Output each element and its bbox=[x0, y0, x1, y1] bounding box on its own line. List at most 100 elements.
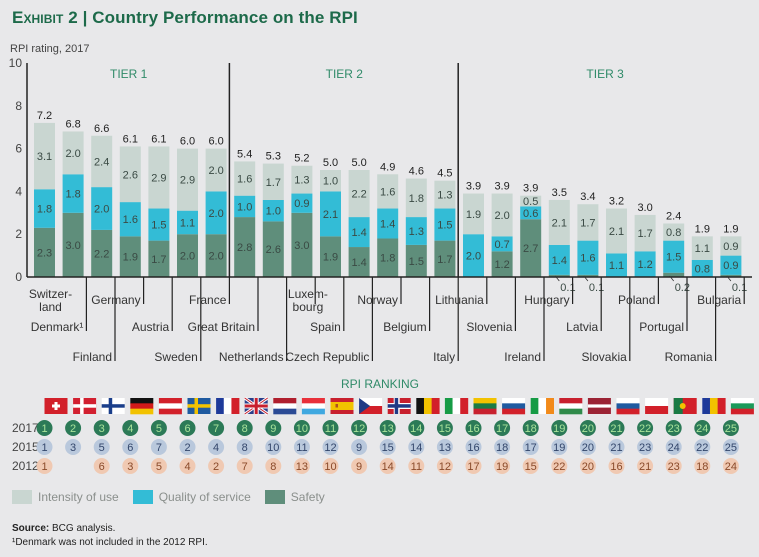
rank-value: 15 bbox=[525, 461, 537, 473]
flag-ch-icon bbox=[44, 398, 68, 414]
rank-badge-2017 bbox=[665, 420, 682, 436]
country-label: Germany bbox=[91, 293, 140, 307]
bar-segment-safety bbox=[34, 227, 55, 277]
rank-value: 15 bbox=[382, 442, 394, 454]
rank-value: 6 bbox=[184, 423, 190, 435]
bar-total-label: 6.1 bbox=[151, 133, 166, 145]
rank-badge-2015 bbox=[122, 439, 139, 455]
rank-badge-2015 bbox=[293, 439, 310, 455]
bar-segment-intensity bbox=[348, 170, 370, 218]
segment-value-label: 2.6 bbox=[123, 169, 138, 181]
flag-part bbox=[244, 404, 268, 408]
country-label: Slovenia bbox=[466, 320, 512, 334]
ranking-year-label: 2012 bbox=[12, 459, 39, 473]
segment-value-label: 1.1 bbox=[180, 217, 195, 229]
rank-badge-2017 bbox=[579, 420, 596, 436]
flag-hu-icon bbox=[559, 398, 583, 415]
rank-badge-2012 bbox=[93, 458, 110, 474]
bar-total-label: 3.9 bbox=[466, 181, 481, 193]
flag-part bbox=[423, 398, 432, 414]
bar-segment-quality bbox=[291, 193, 313, 213]
rank-badge-2015 bbox=[208, 439, 225, 455]
title-text: Country Performance on the RPI bbox=[92, 8, 358, 27]
rank-badge-2012 bbox=[379, 458, 396, 474]
rank-badge-2012 bbox=[608, 458, 625, 474]
rank-value: 13 bbox=[296, 461, 308, 473]
rank-value: 11 bbox=[296, 442, 307, 454]
rank-value: 19 bbox=[496, 461, 508, 473]
rank-badge-2012 bbox=[179, 458, 196, 474]
flag-part bbox=[101, 404, 125, 408]
flag-part bbox=[709, 398, 718, 414]
bar-segment-quality bbox=[119, 202, 141, 237]
bar-segment-intensity bbox=[291, 165, 313, 194]
segment-value-label: 1.4 bbox=[552, 255, 567, 267]
rank-badge-2012 bbox=[265, 458, 282, 474]
flag-part bbox=[717, 398, 726, 414]
rank-badge-2012 bbox=[551, 458, 568, 474]
rank-badge-2015 bbox=[93, 439, 110, 455]
country-label: Luxem- bbox=[288, 287, 328, 301]
country-label: Austria bbox=[132, 320, 170, 334]
segment-value-label: 0.9 bbox=[723, 260, 738, 272]
bar-total-label: 3.9 bbox=[494, 181, 509, 193]
rank-badge-2017 bbox=[494, 420, 511, 436]
bar-segment-safety bbox=[234, 217, 256, 277]
flag-pt-icon bbox=[673, 398, 697, 414]
country-label: Romania bbox=[665, 350, 713, 364]
rank-value: 21 bbox=[610, 442, 622, 454]
flag-part bbox=[359, 406, 383, 414]
segment-value-label: 1.4 bbox=[351, 257, 366, 269]
bar-segment-safety bbox=[720, 274, 742, 277]
segment-value-label: 2.3 bbox=[37, 247, 52, 259]
rank-value: 11 bbox=[411, 461, 422, 473]
rank-value: 22 bbox=[639, 423, 651, 435]
bar-total-label: 3.0 bbox=[637, 202, 652, 214]
legend-swatch-intensity bbox=[12, 490, 32, 504]
flag-lt-icon bbox=[473, 398, 497, 415]
exhibit-title: Exhibit 2 | Country Performance on the R… bbox=[12, 8, 358, 28]
rank-badge-2017 bbox=[122, 420, 139, 436]
segment-value-label: 1.4 bbox=[351, 227, 366, 239]
flag-part bbox=[158, 403, 182, 409]
country-label: bourg bbox=[293, 300, 324, 314]
rank-badge-2012 bbox=[722, 458, 739, 474]
callout-label: 0.2 bbox=[675, 282, 690, 294]
rank-value: 7 bbox=[213, 423, 219, 435]
bar-segment-safety bbox=[577, 274, 599, 277]
flag-part bbox=[502, 403, 526, 409]
rank-badge-2012 bbox=[665, 458, 682, 474]
bar-total-label: 5.4 bbox=[237, 148, 252, 160]
segment-value-label: 0.8 bbox=[666, 227, 681, 239]
segment-value-label: 3.0 bbox=[294, 240, 309, 252]
rank-value: 4 bbox=[184, 461, 190, 473]
flag-part bbox=[673, 398, 683, 414]
y-tick-label: 10 bbox=[9, 56, 23, 70]
rank-badge-2017 bbox=[236, 420, 253, 436]
rank-badge-2015 bbox=[465, 439, 482, 455]
bar-total-label: 3.9 bbox=[523, 183, 538, 195]
rank-value: 2 bbox=[213, 461, 219, 473]
rank-badge-2015 bbox=[665, 439, 682, 455]
rank-badge-2017 bbox=[93, 420, 110, 436]
rank-badge-2017 bbox=[608, 420, 625, 436]
flag-part bbox=[460, 398, 469, 414]
rank-badge-2017 bbox=[150, 420, 167, 436]
rank-badge-2015 bbox=[236, 439, 253, 455]
bar-segment-safety bbox=[348, 247, 370, 277]
y-axis-label: RPI rating, 2017 bbox=[10, 43, 90, 55]
segment-value-label: 2.4 bbox=[94, 156, 109, 168]
source-label: Source: bbox=[12, 523, 50, 534]
segment-value-label: 3.0 bbox=[65, 240, 80, 252]
rank-value: 4 bbox=[213, 442, 219, 454]
flag-es-icon bbox=[330, 398, 354, 414]
flag-part bbox=[616, 403, 640, 409]
flag-part bbox=[301, 408, 325, 415]
legend-label: Safety bbox=[290, 490, 325, 504]
bar-segment-quality bbox=[377, 208, 399, 239]
bar-segment-intensity bbox=[577, 204, 599, 241]
rank-badge-2017 bbox=[465, 420, 482, 436]
rank-value: 5 bbox=[156, 423, 162, 435]
segment-value-label: 1.8 bbox=[409, 193, 424, 205]
rank-value: 19 bbox=[553, 442, 565, 454]
